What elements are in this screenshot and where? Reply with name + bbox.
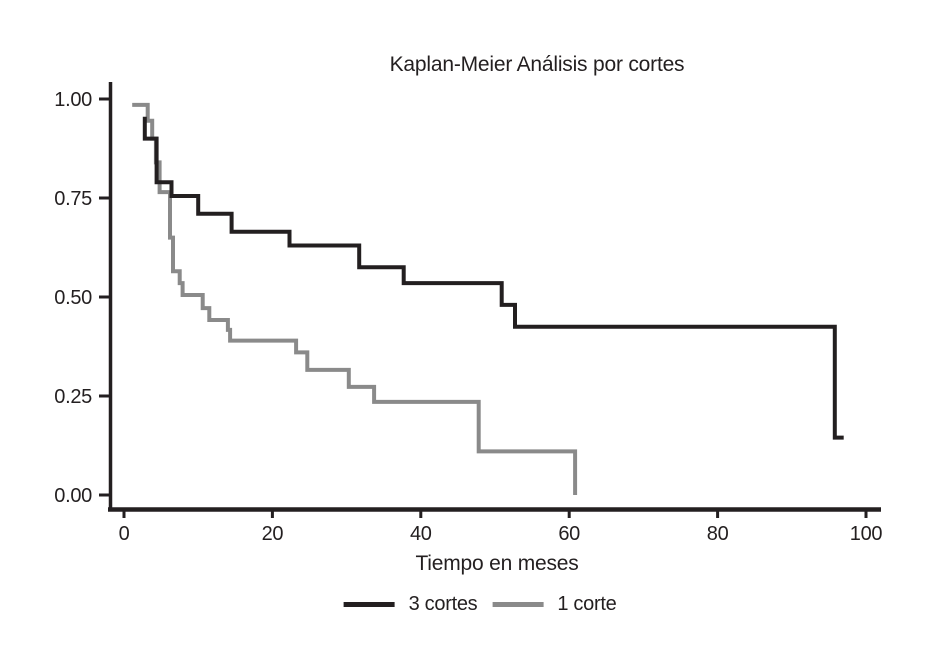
legend-item-1-corte: 1 corte	[492, 593, 617, 616]
y-tick-label: 0.50	[54, 287, 92, 309]
legend-swatch-3-cortes	[343, 602, 395, 607]
legend-swatch-1-corte	[492, 602, 544, 607]
legend-label-3-cortes: 3 cortes	[408, 593, 478, 615]
legend-item-3-cortes: 3 cortes	[343, 593, 478, 616]
x-tick-label: 80	[707, 523, 729, 545]
y-tick-label: 1.00	[54, 89, 92, 111]
legend-label-1-corte: 1 corte	[557, 593, 617, 615]
y-tick-label: 0.75	[54, 188, 92, 210]
x-tick-label: 100	[850, 523, 883, 545]
y-tick-label: 0.25	[54, 386, 92, 408]
x-axis-title: Tiempo en meses	[415, 552, 579, 575]
x-tick-label: 20	[262, 523, 284, 545]
x-tick-label: 60	[558, 523, 580, 545]
x-tick-label: 40	[410, 523, 432, 545]
y-tick-label: 0.00	[54, 485, 92, 507]
km-curve-1-corte	[132, 102, 578, 495]
legend: 3 cortes 1 corte	[343, 593, 617, 616]
x-tick-label: 0	[119, 523, 130, 545]
km-curve-3-cortes	[142, 116, 844, 440]
chart-title: Kaplan-Meier Análisis por cortes	[389, 53, 685, 76]
